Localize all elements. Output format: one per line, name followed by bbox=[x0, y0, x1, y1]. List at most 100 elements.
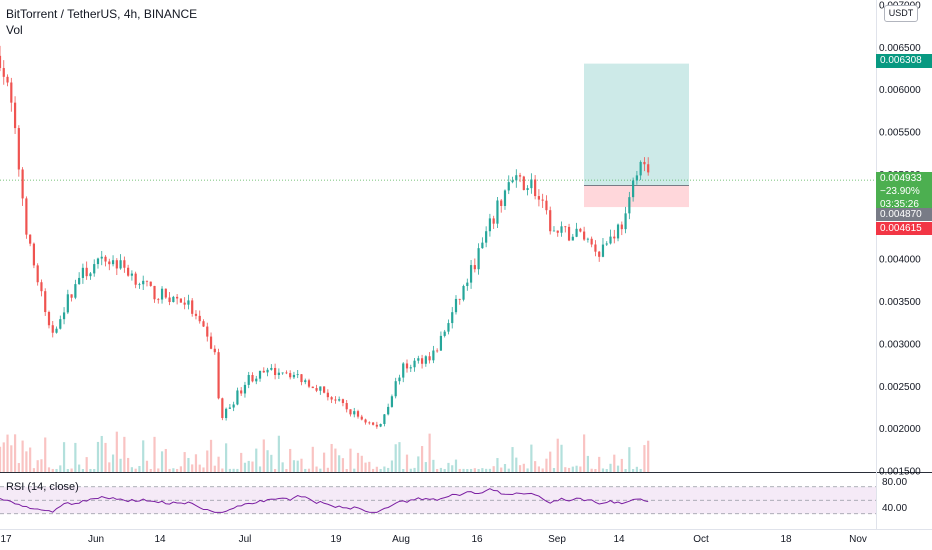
bar-countdown: 03:35:26 bbox=[880, 199, 919, 210]
candle-up bbox=[266, 369, 269, 373]
candle-up bbox=[552, 230, 556, 232]
price-tick-label: 0.001500 bbox=[879, 467, 921, 478]
volume-bar bbox=[341, 458, 345, 472]
volume-bar bbox=[176, 468, 179, 472]
candle-up bbox=[628, 197, 631, 214]
rsi-line bbox=[0, 488, 649, 513]
candle-up bbox=[447, 323, 450, 332]
candle-up bbox=[432, 350, 435, 361]
volume-bar bbox=[518, 465, 522, 472]
candle-down bbox=[300, 374, 303, 383]
candle-down bbox=[285, 372, 288, 374]
volume-bar bbox=[379, 468, 382, 472]
time-tick-label: Aug bbox=[392, 534, 410, 545]
price-tick-label: 0.003000 bbox=[879, 339, 921, 350]
price-tick-label: 0.005500 bbox=[879, 128, 921, 139]
candle-down bbox=[145, 280, 149, 282]
volume-bar bbox=[240, 452, 243, 472]
candle-up bbox=[338, 399, 341, 401]
candle-up bbox=[236, 390, 239, 405]
candle-up bbox=[503, 190, 507, 206]
volume-bar bbox=[549, 451, 552, 472]
candle-down bbox=[368, 422, 371, 424]
candle-up bbox=[488, 218, 492, 232]
candle-up bbox=[353, 411, 356, 415]
candle-up bbox=[413, 360, 416, 368]
last-price: 0.004933 bbox=[880, 173, 922, 184]
candle-down bbox=[168, 297, 171, 303]
volume-bar bbox=[368, 461, 371, 472]
candle-down bbox=[360, 416, 363, 420]
volume-bar bbox=[375, 466, 378, 472]
volume-bar bbox=[149, 468, 152, 472]
price-tick-label: 0.002000 bbox=[879, 424, 921, 435]
volume-bar bbox=[191, 464, 194, 472]
candle-down bbox=[545, 200, 548, 211]
volume-bar bbox=[522, 463, 525, 472]
volume-bar bbox=[93, 468, 96, 472]
volume-bar bbox=[552, 468, 556, 472]
candle-down bbox=[10, 82, 13, 103]
currency-badge[interactable]: USDT bbox=[884, 5, 918, 22]
volume-bar bbox=[598, 456, 601, 472]
stop-price-tag: 0.004615 bbox=[876, 222, 932, 235]
volume-bar bbox=[217, 456, 220, 472]
candle-up bbox=[477, 248, 480, 270]
candle-down bbox=[115, 260, 118, 269]
volume-bar bbox=[560, 444, 563, 472]
volume-bar bbox=[492, 466, 495, 472]
volume-indicator-label[interactable]: Vol bbox=[6, 23, 23, 37]
candle-up bbox=[424, 356, 427, 364]
candle-up bbox=[394, 381, 397, 397]
volume-bar bbox=[635, 466, 638, 472]
candle-down bbox=[315, 388, 318, 391]
volume-bar bbox=[304, 468, 307, 472]
candle-down bbox=[647, 164, 650, 173]
volume-bar bbox=[322, 452, 326, 472]
volume-bar bbox=[153, 436, 156, 472]
candle-up bbox=[281, 372, 284, 374]
candle-down bbox=[534, 179, 537, 197]
candle-up bbox=[398, 377, 401, 382]
candle-down bbox=[206, 326, 209, 337]
volume-bar bbox=[274, 468, 277, 472]
candle-down bbox=[349, 409, 352, 415]
candle-up bbox=[409, 367, 412, 369]
volume-bar bbox=[515, 457, 518, 472]
candle-down bbox=[594, 244, 597, 252]
candle-up bbox=[255, 378, 258, 382]
candle-down bbox=[598, 251, 601, 257]
candle-down bbox=[202, 321, 205, 327]
candle-up bbox=[402, 363, 405, 378]
volume-bar bbox=[100, 435, 103, 472]
volume-bar bbox=[567, 467, 571, 472]
volume-bar bbox=[62, 442, 66, 472]
candle-down bbox=[21, 169, 24, 199]
candle-up bbox=[417, 358, 420, 361]
candle-up bbox=[142, 280, 145, 285]
candle-down bbox=[579, 228, 582, 232]
volume-bar bbox=[364, 462, 367, 472]
volume-bar bbox=[496, 458, 499, 472]
volume-bar bbox=[17, 463, 20, 472]
volume-bar bbox=[206, 450, 209, 472]
volume-bar bbox=[605, 468, 608, 472]
time-tick-label: 17 bbox=[0, 534, 12, 545]
candle-down bbox=[164, 288, 167, 298]
candle-down bbox=[25, 198, 28, 235]
candle-down bbox=[643, 161, 646, 165]
candle-up bbox=[439, 335, 443, 351]
candle-up bbox=[466, 282, 469, 286]
candle-up bbox=[292, 374, 296, 378]
volume-bar bbox=[160, 451, 164, 472]
volume-bar bbox=[420, 446, 424, 472]
candle-up bbox=[304, 380, 307, 383]
rsi-indicator-label[interactable]: RSI (14, close) bbox=[6, 481, 79, 493]
volume-bar bbox=[29, 447, 32, 472]
volume-bar bbox=[59, 465, 62, 472]
volume-bar bbox=[594, 468, 597, 472]
candle-down bbox=[356, 411, 360, 417]
volume-bar bbox=[443, 468, 446, 472]
volume-bar bbox=[262, 439, 265, 472]
